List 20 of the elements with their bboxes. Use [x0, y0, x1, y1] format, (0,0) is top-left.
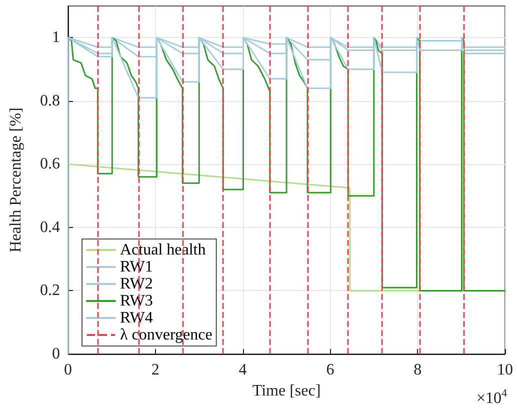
y-tick-label: 0.8 — [40, 92, 60, 110]
y-axis-title: Health Percentage [%] — [8, 108, 24, 252]
y-tick-label: 1 — [52, 29, 60, 46]
x-tick-label: 6 — [326, 362, 334, 378]
x-tick-label: 2 — [151, 362, 160, 378]
x-tick-label: 8 — [414, 362, 422, 378]
ref-line-label: λ convergence — [120, 326, 212, 344]
x-tick-label: 0 — [64, 362, 72, 378]
y-tick-label: 0.4 — [40, 218, 60, 236]
legend-label: RW2 — [120, 276, 153, 292]
legend-label: Actual health — [120, 242, 206, 258]
y-tick-label: 0.2 — [40, 282, 60, 300]
legend-label: RW4 — [120, 310, 153, 326]
y-tick-label: 0 — [52, 346, 60, 362]
y-tick-label: 0.6 — [40, 156, 60, 173]
x-tick-label: 4 — [238, 362, 247, 378]
legend-label: RW1 — [120, 258, 153, 276]
legend-label: RW3 — [120, 292, 153, 310]
x-axis-title: Time [sec] — [252, 382, 321, 400]
x-tick-label: 10 — [497, 362, 513, 378]
